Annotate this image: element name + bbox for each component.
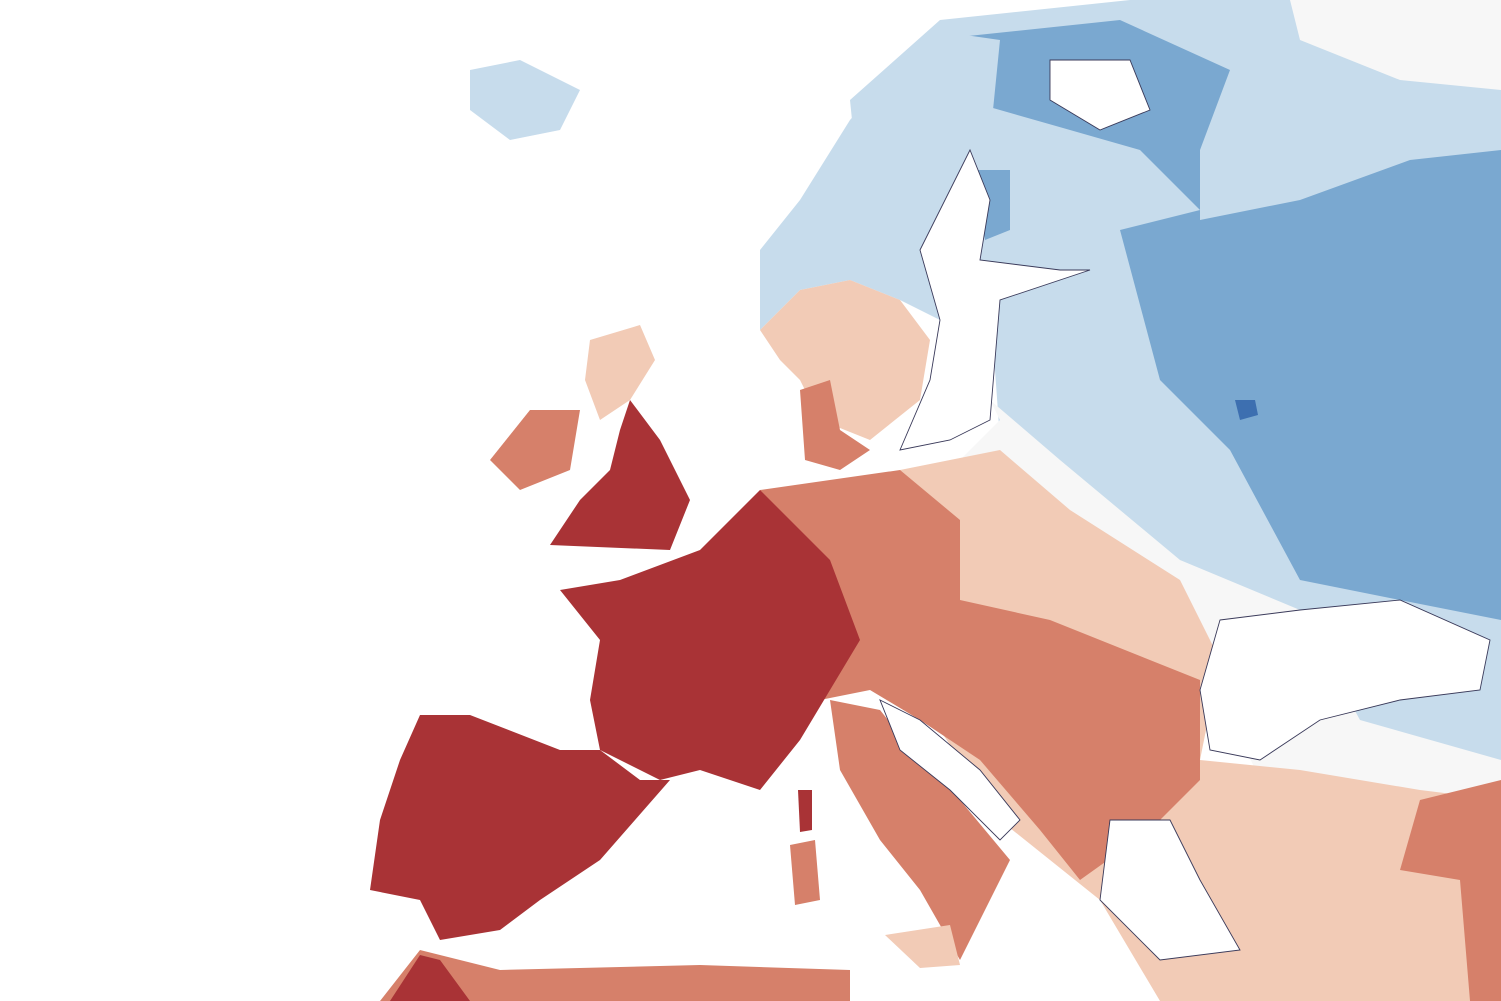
region-scandinavia-south [760,280,930,440]
region-dark-blue-spot [1235,400,1258,420]
region-sicily [885,925,960,968]
region-france [560,490,860,790]
sea-aegean [1099,819,1241,961]
region-top-right-neutral [1290,0,1501,90]
region-great-britain [550,400,690,550]
region-turkey-mid-red [1400,780,1501,1001]
region-scotland [585,325,655,420]
sea-black-sea [1199,599,1491,761]
region-iberia [370,715,670,940]
region-italy [830,700,1010,960]
region-corsica [798,790,812,832]
region-north-africa [380,950,850,1001]
sea-white-sea [1049,59,1151,131]
region-ireland [490,410,580,490]
region-iceland [470,60,580,140]
sea-adriatic [879,699,1021,841]
region-north-africa-dark [390,955,470,1001]
sea-baltic [899,148,1091,451]
region-central-mid-red [760,470,1200,880]
region-neutral-band [950,400,1501,830]
region-sardinia [790,840,820,905]
region-russia-mid-blue [930,20,1501,620]
region-denmark [800,380,870,470]
